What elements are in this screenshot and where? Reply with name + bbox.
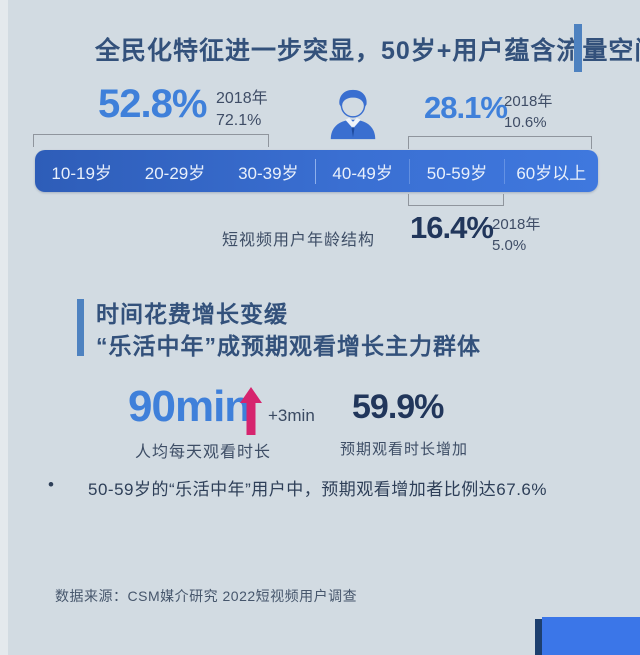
bracket-50-59-segment bbox=[408, 194, 504, 206]
bullet-point: • 50-59岁的“乐活中年”用户中，预期观看增加者比例达67.6% bbox=[45, 475, 605, 500]
stat-senior-ref-value: 10.6% bbox=[504, 114, 547, 131]
age-segment-50-59: 50-59岁 bbox=[409, 158, 503, 184]
stat-5059-ref-value: 5.0% bbox=[492, 237, 527, 254]
stat-young-value: 52.8% bbox=[98, 82, 207, 126]
age-segment-20-29: 20-29岁 bbox=[144, 163, 206, 183]
title-accent-bar bbox=[574, 24, 582, 72]
daily-duration-value: 90min bbox=[128, 382, 251, 431]
daily-duration-label: 人均每天观看时长 bbox=[135, 444, 272, 461]
section2-heading-line2: “乐活中年”成预期观看增长主力群体 bbox=[96, 333, 481, 359]
age-segment-30-39: 30-39岁 bbox=[238, 163, 299, 183]
stat-5059-reference: 2018年 5.0% bbox=[492, 214, 540, 256]
section2-accent-bar bbox=[77, 299, 84, 356]
age-bar-caption: 短视频用户年龄结构 bbox=[222, 232, 376, 249]
expectation-value: 59.9% bbox=[352, 388, 444, 426]
stat-young-reference: 2018年 72.1% bbox=[216, 88, 268, 132]
stat-senior-value: 28.1% bbox=[424, 90, 508, 125]
duration-delta: +3min bbox=[268, 406, 315, 425]
age-segment-60plus: 60岁以上 bbox=[503, 158, 598, 184]
bullet-text: 50-59岁的“乐活中年”用户中，预期观看增加者比例达67.6% bbox=[88, 480, 548, 499]
age-segment-10-19: 10-19岁 bbox=[51, 163, 112, 183]
corner-blue-block bbox=[542, 617, 640, 655]
expectation-label: 预期观看时长增加 bbox=[340, 441, 469, 458]
stat-young-ref-value: 72.1% bbox=[216, 112, 262, 129]
corner-dark-strip bbox=[535, 619, 542, 655]
stat-senior-reference: 2018年 10.6% bbox=[504, 91, 552, 133]
up-arrow-icon bbox=[240, 387, 262, 435]
age-structure-bar: 10-19岁 20-29岁 30-39岁 40-49岁 50-59岁 60岁以上 bbox=[35, 150, 598, 192]
data-source-note: 数据来源：CSM媒介研究 2022短视频用户调查 bbox=[55, 588, 358, 604]
stat-5059-ref-year: 2018年 bbox=[492, 216, 541, 233]
left-edge-strip bbox=[0, 0, 8, 655]
stat-senior-ref-year: 2018年 bbox=[504, 93, 553, 110]
stat-5059-value: 16.4% bbox=[410, 210, 494, 245]
section2-heading-line1: 时间花费增长变缓 bbox=[96, 301, 288, 327]
age-segment-40-49: 40-49岁 bbox=[314, 158, 409, 184]
bracket-young-group bbox=[33, 134, 269, 147]
businessman-icon bbox=[330, 89, 376, 140]
bracket-senior-group bbox=[408, 136, 592, 149]
bullet-marker: • bbox=[48, 475, 55, 494]
stat-young-ref-year: 2018年 bbox=[216, 90, 268, 107]
page-title: 全民化特征进一步突显，50岁+用户蕴含流量空间 bbox=[95, 37, 640, 65]
